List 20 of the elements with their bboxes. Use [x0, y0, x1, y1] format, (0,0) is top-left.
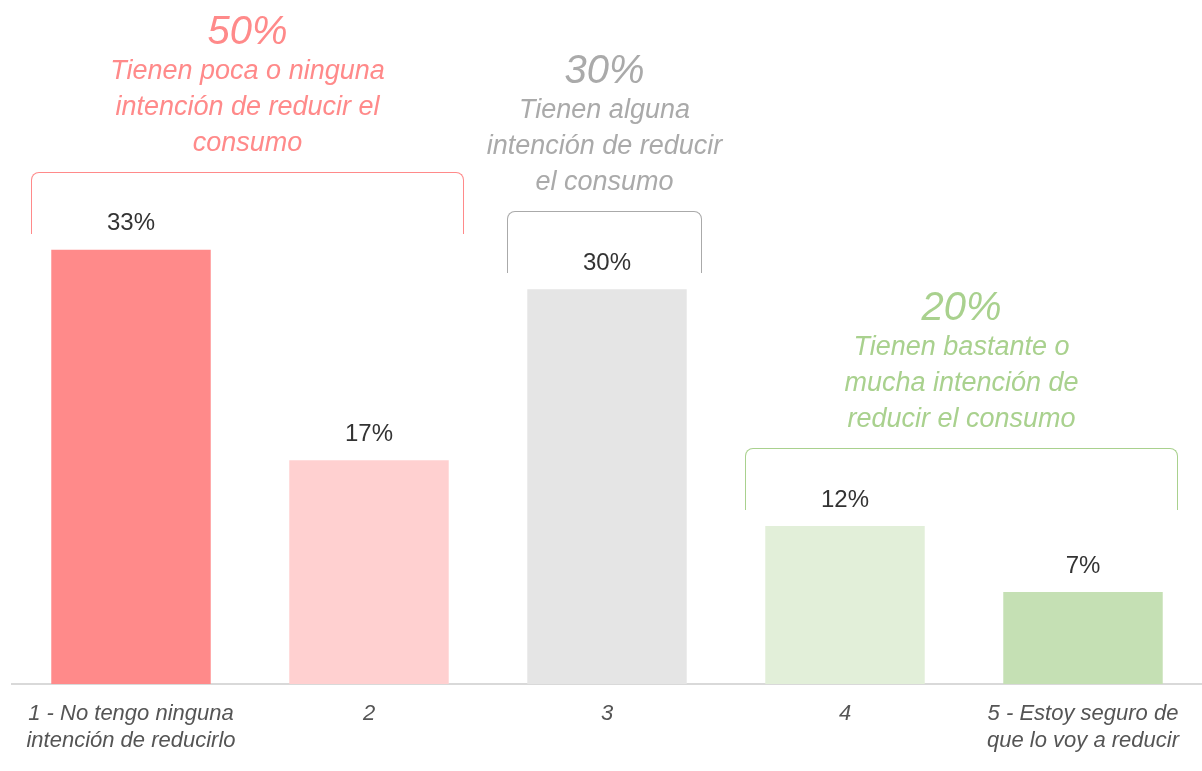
x-tick-label: 5 - Estoy seguro de que lo voy a reducir — [987, 699, 1181, 753]
x-tick-label: 2 — [361, 699, 376, 725]
x-tick-label: 4 — [838, 699, 852, 725]
text: 50% — [206, 7, 289, 52]
x-tick-label: 3 — [600, 699, 614, 725]
text: Tienen alguna intención de reducir el consumo — [485, 93, 724, 199]
data-label: 12% — [820, 484, 870, 512]
bar — [1003, 591, 1163, 684]
text: Tienen poca o ninguna intención de reducir el consumo — [109, 53, 386, 159]
bar — [51, 249, 211, 684]
annotation: Tienen bastante o mucha intención de reducir el consumo — [843, 330, 1080, 436]
data-label: 30% — [582, 247, 632, 275]
data-label: 7% — [1065, 550, 1101, 578]
data-label: 33% — [106, 208, 156, 236]
text: 30% — [563, 47, 646, 92]
bar — [765, 526, 925, 684]
bar — [289, 460, 449, 684]
data-label: 17% — [344, 418, 394, 446]
x-tick-label: 1 - No tengo ninguna intención de reducirlo — [26, 699, 236, 753]
annotation: 20% — [920, 284, 1003, 329]
